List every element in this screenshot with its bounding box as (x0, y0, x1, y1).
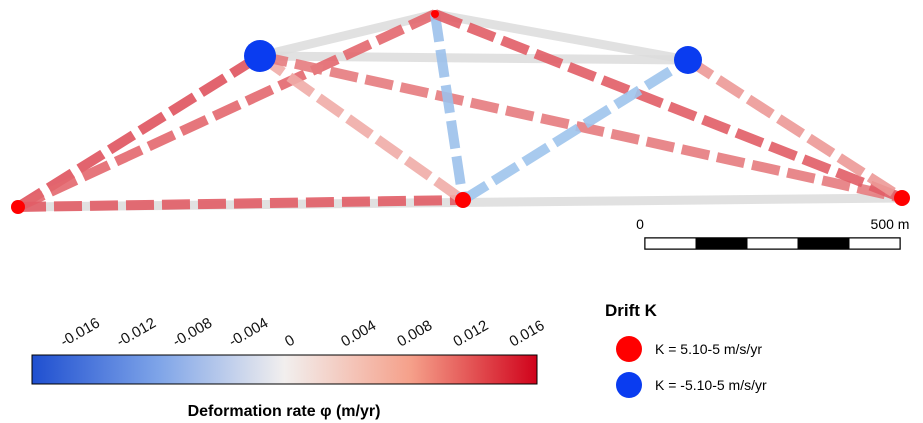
link-B-D (257, 51, 466, 205)
colorbar-gradient (31, 354, 538, 385)
scale-segment (695, 237, 748, 250)
link-C-E (434, 9, 689, 65)
colorbar-tick-label: -0.004 (226, 314, 271, 350)
link-A-C (15, 9, 438, 212)
link-B-E (259, 51, 689, 65)
scale-segment (848, 237, 901, 250)
link-B-F (258, 51, 904, 203)
colorbar-tick-label: 0.004 (338, 317, 379, 350)
scale-segment (644, 237, 697, 250)
colorbar-tick-label: 0.008 (394, 317, 435, 350)
colorbar-title: Deformation rate φ (m/yr) (188, 403, 381, 420)
colorbar-tick-label: -0.012 (114, 314, 159, 350)
scale-min-label: 0 (636, 216, 644, 232)
station-B (244, 40, 276, 72)
colorbar-tick-label: 0 (282, 332, 298, 351)
link-A-B (15, 51, 263, 212)
scale-max-label: 500 m (871, 216, 910, 232)
link-B-C (258, 9, 437, 61)
station-D (455, 192, 471, 208)
legend-marker-negative (616, 372, 642, 398)
scale-bar: 0 500 m (636, 216, 910, 250)
stations (11, 10, 910, 214)
link-D-E (460, 55, 691, 205)
legend-title: Drift K (605, 301, 658, 320)
drift-legend: Drift K K = 5.10-5 m/s/yr K = -5.10-5 m/… (605, 301, 767, 398)
link-C-D (430, 13, 468, 201)
colorbar-tick-label: -0.016 (58, 314, 103, 350)
scale-segment (746, 237, 799, 250)
colorbar-tick-label: 0.012 (450, 317, 491, 350)
deformation-links (15, 9, 905, 212)
legend-label-negative: K = -5.10-5 m/s/yr (655, 377, 767, 393)
link-C-F (433, 9, 904, 203)
colorbar: -0.016 -0.012 -0.008 -0.004 0 0.004 0.008 0.012… (31, 314, 547, 420)
station-A (11, 200, 25, 214)
legend-marker-positive (616, 336, 642, 362)
station-F (894, 190, 910, 206)
legend-label-positive: K = 5.10-5 m/s/yr (655, 341, 762, 357)
colorbar-tick-label: 0.016 (506, 317, 547, 350)
station-E (674, 46, 702, 74)
station-C (431, 10, 439, 18)
colorbar-tick-label: -0.008 (170, 314, 215, 350)
scale-segment (797, 237, 850, 250)
link-E-F (685, 55, 905, 203)
link-A-D (17, 195, 464, 212)
